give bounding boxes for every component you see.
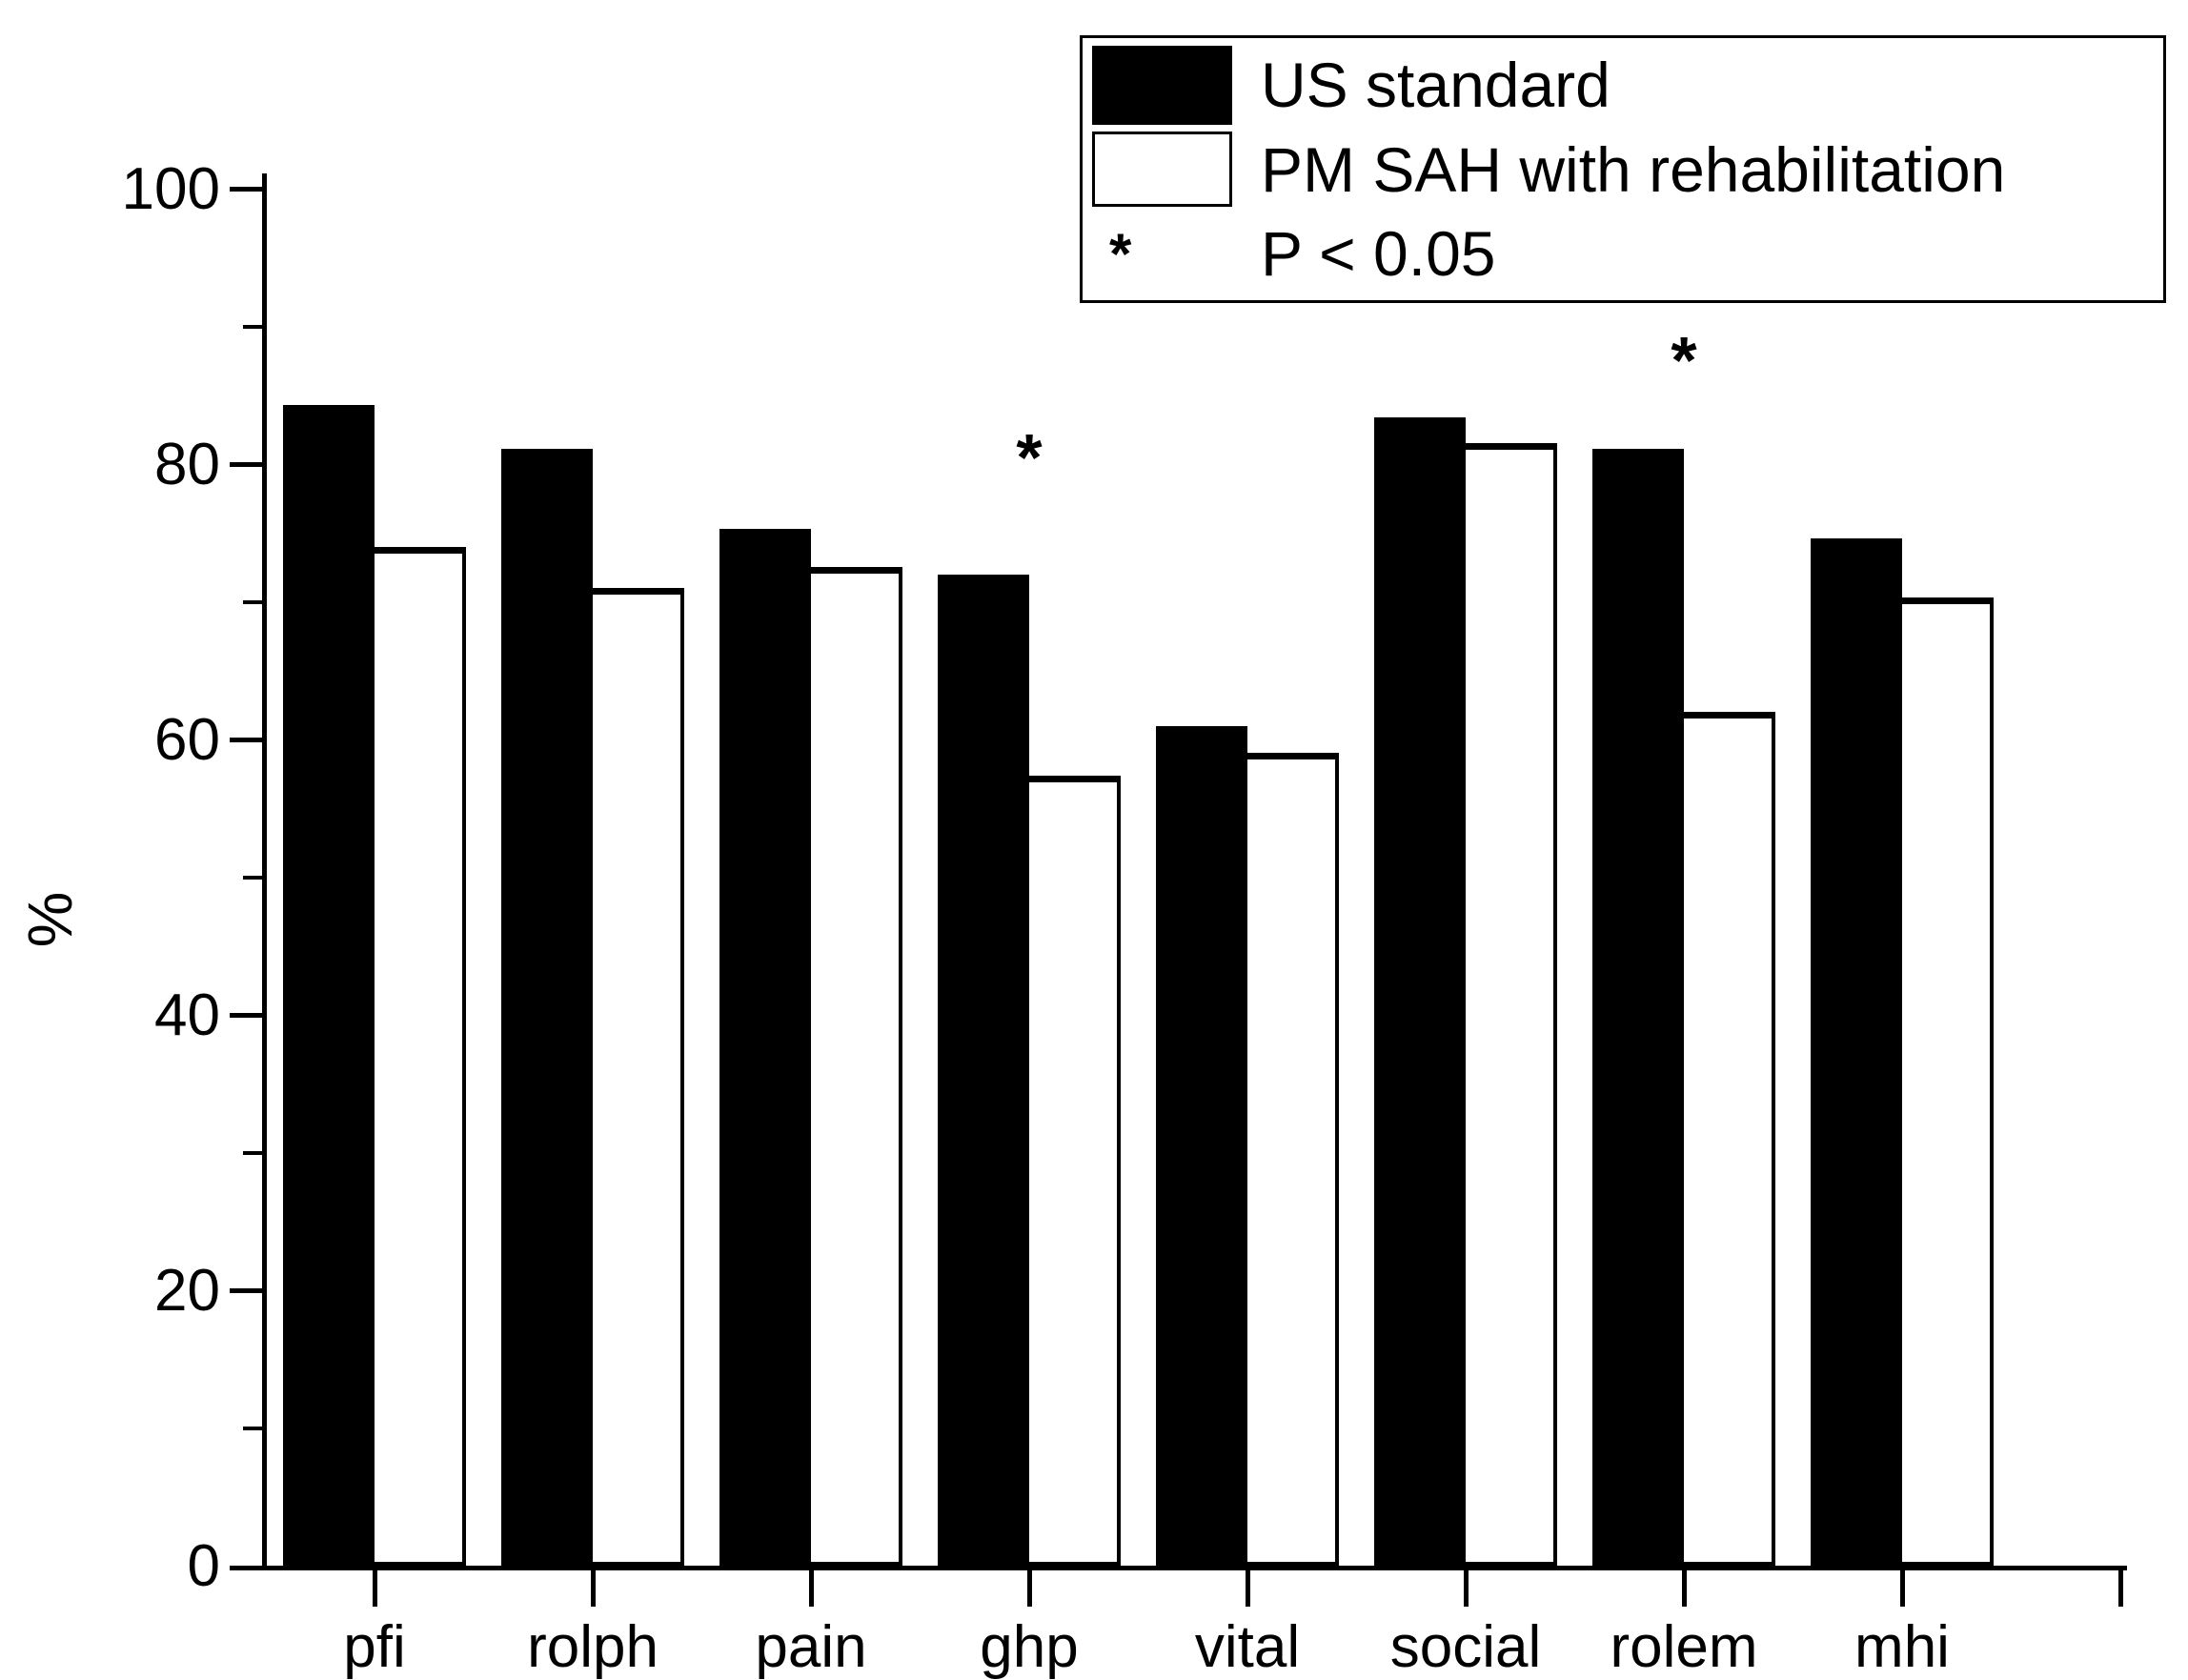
x-tick-social — [1464, 1570, 1469, 1607]
legend-entry-pm-sah: PM SAH with rehabilitation — [1092, 129, 2154, 211]
y-major-tick — [230, 1566, 262, 1570]
x-category-label-mhi: mhi — [1854, 1614, 1950, 1680]
bar-ghp-pm-sah — [1025, 775, 1121, 1566]
bar-rolph-pm-sah — [589, 588, 684, 1566]
bar-mhi-us-standard — [1811, 538, 1902, 1566]
y-major-tick — [230, 1288, 262, 1293]
y-major-tick — [230, 738, 262, 742]
bar-social-pm-sah — [1462, 443, 1557, 1566]
x-category-label-social: social — [1389, 1614, 1542, 1680]
x-category-label-pfi: pfi — [343, 1614, 406, 1680]
x-category-label-ghp: ghp — [980, 1614, 1079, 1680]
x-tick-rolph — [591, 1570, 596, 1607]
x-axis-line — [262, 1566, 2127, 1570]
bar-pain-pm-sah — [807, 567, 902, 1566]
asterisk-icon: * — [1109, 221, 1132, 286]
legend-note-text: P < 0.05 — [1261, 218, 1496, 289]
x-tick-pfi — [373, 1570, 377, 1607]
x-tick-rolem — [1682, 1570, 1687, 1607]
y-minor-tick — [243, 1150, 262, 1155]
y-axis-line — [262, 173, 267, 1570]
bar-rolem-pm-sah — [1680, 712, 1775, 1566]
y-major-tick — [230, 462, 262, 467]
x-tick-ghp — [1027, 1570, 1032, 1607]
x-tick-pain — [809, 1570, 814, 1607]
y-tick-label: 60 — [154, 707, 220, 773]
legend-note-row: * P < 0.05 — [1092, 213, 2154, 294]
bar-mhi-pm-sah — [1898, 597, 1994, 1566]
bar-rolph-us-standard — [501, 449, 593, 1566]
significance-asterisk-ghp: * — [1016, 419, 1043, 495]
bar-rolem-us-standard — [1592, 449, 1684, 1566]
bar-pfi-us-standard — [283, 404, 375, 1566]
x-tick-vital — [1246, 1570, 1250, 1607]
bar-ghp-us-standard — [938, 574, 1029, 1566]
legend-label: US standard — [1261, 50, 1611, 120]
bar-pain-us-standard — [719, 528, 811, 1566]
y-axis-title: % — [14, 891, 85, 948]
x-axis-end-tick — [2118, 1570, 2123, 1607]
y-minor-tick — [243, 875, 262, 880]
y-major-tick — [230, 187, 262, 192]
x-category-label-vital: vital — [1194, 1614, 1301, 1680]
y-major-tick — [230, 1013, 262, 1018]
legend-entry-us-standard: US standard — [1092, 44, 2154, 126]
y-tick-label: 0 — [187, 1533, 220, 1599]
white-swatch-icon — [1092, 132, 1232, 207]
y-tick-label: 80 — [154, 432, 220, 497]
bar-pfi-pm-sah — [371, 546, 466, 1566]
y-minor-tick — [243, 1426, 262, 1430]
x-category-label-pain: pain — [755, 1614, 867, 1680]
y-tick-label: 20 — [154, 1258, 220, 1324]
legend-box: US standard PM SAH with rehabilitation *… — [1080, 35, 2166, 303]
y-tick-label: 40 — [154, 982, 220, 1048]
bar-vital-us-standard — [1156, 725, 1247, 1566]
x-category-label-rolph: rolph — [527, 1614, 658, 1680]
black-swatch-icon — [1092, 45, 1232, 125]
x-category-label-rolem: rolem — [1610, 1614, 1758, 1680]
bar-vital-pm-sah — [1244, 753, 1339, 1566]
y-tick-label: 100 — [121, 156, 220, 222]
y-minor-tick — [243, 599, 262, 604]
x-tick-mhi — [1900, 1570, 1905, 1607]
significance-asterisk-rolem: * — [1671, 323, 1697, 398]
y-minor-tick — [243, 324, 262, 329]
legend-label: PM SAH with rehabilitation — [1261, 133, 2006, 205]
bar-social-us-standard — [1374, 416, 1466, 1566]
